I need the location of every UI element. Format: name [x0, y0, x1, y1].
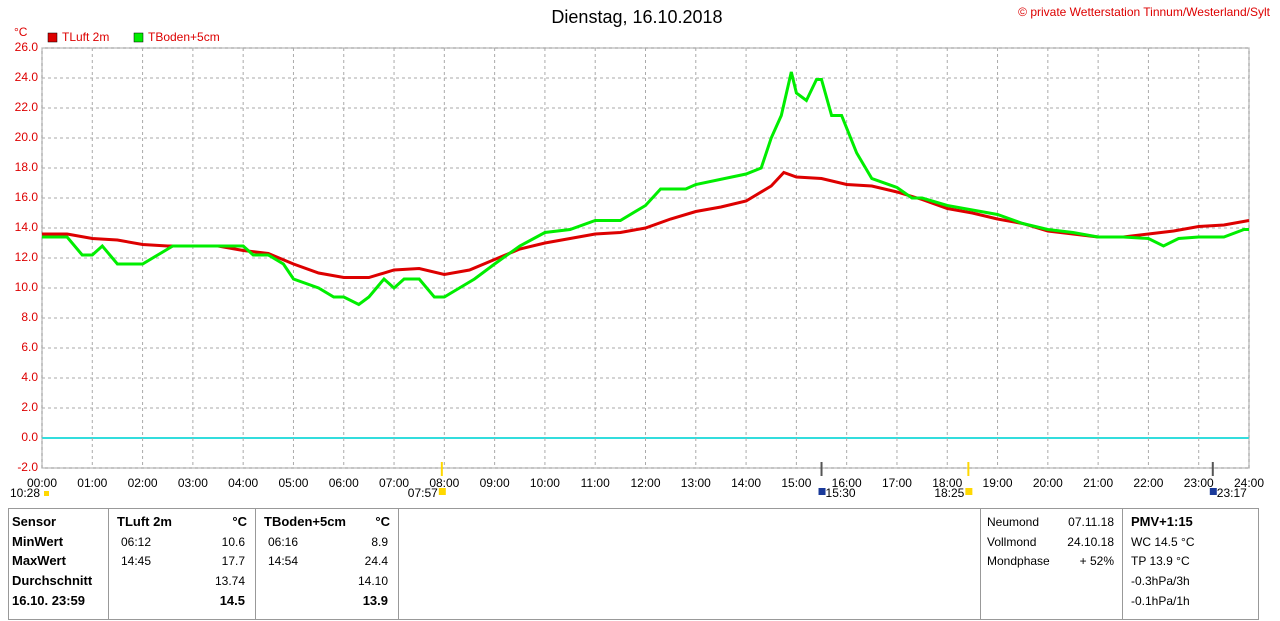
table-cell: 13.74: [214, 574, 245, 588]
y-tick-label: 14.0: [15, 220, 39, 234]
table-cell: 14.10: [357, 574, 388, 588]
x-tick-label: 17:00: [882, 476, 912, 490]
table-cell: -0.3hPa/3h: [1131, 574, 1190, 588]
table-cell: 13.9: [362, 593, 388, 608]
table-cell: TP 13.9 °C: [1131, 554, 1190, 568]
x-tick-label: 02:00: [128, 476, 158, 490]
x-tick-label: 21:00: [1083, 476, 1113, 490]
table-cell: 14.5: [219, 593, 245, 608]
spacer-col: [398, 508, 981, 620]
legend-swatch: [133, 32, 144, 43]
table-cell: 17.7: [221, 554, 245, 568]
table-cell: Neumond: [987, 515, 1040, 529]
table-cell: 14:45: [121, 554, 152, 568]
x-tick-label: 13:00: [681, 476, 711, 490]
x-tick-label: 20:00: [1033, 476, 1063, 490]
y-tick-label: 18.0: [15, 160, 39, 174]
x-tick-label: 04:00: [228, 476, 258, 490]
table-cell: 14:54: [268, 554, 299, 568]
x-tick-label: 18:00: [932, 476, 962, 490]
table-cell: 07.11.18: [1068, 515, 1114, 529]
annotation-marker: [438, 488, 446, 495]
series-line: [42, 71, 1249, 307]
y-tick-label: 22.0: [15, 100, 39, 114]
annotation: 18:25: [934, 486, 964, 500]
x-tick-label: 23:00: [1184, 476, 1214, 490]
y-tick-label: 24.0: [15, 70, 39, 84]
table-cell: 8.9: [371, 535, 388, 549]
x-tick-label: 09:00: [480, 476, 510, 490]
annotation: 15:30: [826, 486, 856, 500]
annotation: 07:57: [408, 486, 438, 500]
annotation-marker: [965, 488, 973, 495]
table-cell: TLuft 2m: [117, 514, 172, 529]
legend-swatch: [47, 32, 58, 43]
table-cell: MinWert: [12, 534, 64, 549]
annotation-marker: [818, 488, 826, 495]
table-cell: °C: [232, 514, 247, 529]
y-tick-label: 10.0: [15, 280, 39, 294]
table-cell: TBoden+5cm: [264, 514, 346, 529]
table-cell: 10.6: [221, 535, 245, 549]
x-tick-label: 10:00: [530, 476, 560, 490]
y-tick-label: 20.0: [15, 130, 39, 144]
table-cell: PMV+1:15: [1131, 514, 1193, 529]
pmv-col: PMV+1:15 WC 14.5 °C TP 13.9 °C -0.3hPa/3h -0…: [1122, 508, 1259, 620]
x-tick-label: 00:00: [27, 476, 57, 490]
x-tick-label: 19:00: [983, 476, 1013, 490]
legend-label: TBoden+5cm: [148, 30, 220, 44]
y-unit: °C: [14, 25, 28, 39]
tboden-col: TBoden+5cm °C 06:16 8.9 14:54 24.4 14.10 13.9: [255, 508, 399, 620]
x-tick-label: 16:00: [832, 476, 862, 490]
x-tick-label: 11:00: [581, 476, 610, 490]
table-cell: -0.1hPa/1h: [1131, 594, 1190, 608]
x-tick-label: 08:00: [429, 476, 459, 490]
table-cell: 16.10. 23:59: [12, 593, 86, 608]
tluft-col: TLuft 2m °C 06:12 10.6 14:45 17.7 13.74 14.5: [108, 508, 256, 620]
copyright: © private Wetterstation Tinnum/Westerlan…: [1018, 5, 1271, 19]
y-tick-label: -2.0: [17, 460, 38, 474]
table-cell: Sensor: [12, 514, 57, 529]
table-cell: 06:12: [121, 535, 152, 549]
x-tick-label: 05:00: [278, 476, 308, 490]
x-tick-label: 24:00: [1234, 476, 1264, 490]
y-tick-label: 12.0: [15, 250, 39, 264]
table-cell: 24.10.18: [1067, 535, 1114, 549]
legend-label: TLuft 2m: [62, 30, 109, 44]
x-tick-label: 22:00: [1133, 476, 1163, 490]
table-cell: °C: [375, 514, 390, 529]
y-tick-label: 2.0: [21, 400, 38, 414]
chart-title: Dienstag, 16.10.2018: [551, 7, 722, 27]
table-cell: MaxWert: [12, 553, 66, 568]
y-tick-label: 4.0: [21, 370, 38, 384]
x-tick-label: 15:00: [781, 476, 811, 490]
chart: Dienstag, 16.10.2018 © private Wettersta…: [10, 5, 1271, 500]
annotation-marker: [44, 491, 49, 496]
annotation: 23:17: [1217, 486, 1247, 500]
sensor-col: Sensor MinWert MaxWert Durchschnitt 16.10. 2…: [8, 508, 109, 620]
x-tick-label: 12:00: [630, 476, 660, 490]
x-tick-label: 14:00: [731, 476, 761, 490]
annotation: 10:28: [10, 486, 40, 500]
table-cell: 06:16: [268, 535, 299, 549]
y-tick-label: 6.0: [21, 340, 38, 354]
x-tick-label: 07:00: [379, 476, 409, 490]
x-tick-label: 01:00: [77, 476, 107, 490]
moon-col: Neumond 07.11.18 Vollmond 24.10.18 Mondphase…: [980, 508, 1123, 620]
y-tick-label: 26.0: [15, 40, 39, 54]
table-cell: 24.4: [364, 554, 388, 568]
table-cell: Durchschnitt: [12, 573, 93, 588]
table-cell: Mondphase: [987, 554, 1050, 568]
table-cell: Vollmond: [987, 535, 1037, 549]
y-tick-label: 8.0: [21, 310, 38, 324]
annotation-marker: [1209, 488, 1217, 495]
table-cell: + 52%: [1079, 554, 1114, 568]
x-tick-label: 06:00: [329, 476, 359, 490]
y-tick-label: 0.0: [21, 430, 38, 444]
x-tick-label: 03:00: [178, 476, 208, 490]
y-tick-label: 16.0: [15, 190, 39, 204]
table-cell: WC 14.5 °C: [1131, 535, 1195, 549]
